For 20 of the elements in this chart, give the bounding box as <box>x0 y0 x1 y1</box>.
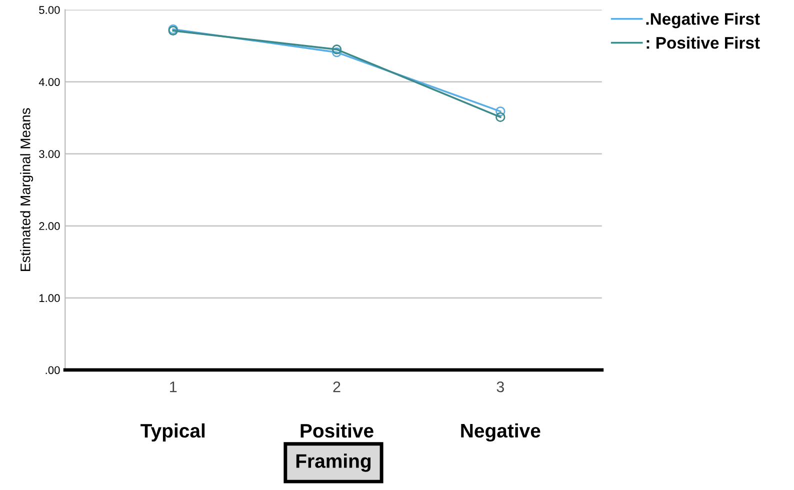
point <box>332 44 342 54</box>
text: Typical <box>140 423 205 442</box>
y-tick-label: .00 <box>46 366 60 374</box>
point <box>332 47 342 58</box>
x-tick-label: 1 <box>170 382 177 392</box>
point <box>496 106 506 116</box>
x-tick-label: 3 <box>496 381 504 392</box>
y-axis-title: Estimated Marginal Means <box>20 108 34 271</box>
y-tick-label: 1.00 <box>39 294 60 302</box>
y-tick-label: 3.00 <box>39 150 60 158</box>
y-tick-label: 5.00 <box>39 6 60 14</box>
x-tick-label: 2 <box>333 381 340 392</box>
legend-label: .Negative First <box>646 12 760 28</box>
y-tick-label: 2.00 <box>39 222 60 230</box>
y-tick-label: 4.00 <box>38 78 60 86</box>
text: Positive <box>300 423 374 438</box>
x-axis-title: Framing <box>296 454 371 472</box>
point <box>496 112 506 122</box>
text: Negative <box>461 423 540 442</box>
legend-label: : Positive First <box>646 36 760 49</box>
